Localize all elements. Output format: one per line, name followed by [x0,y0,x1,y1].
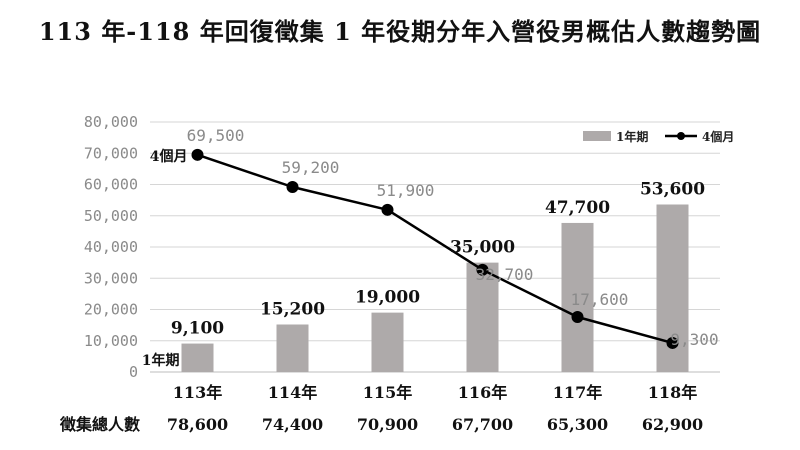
bar-value-label: 35,000 [450,238,515,258]
line-point [286,181,299,193]
label-layer: 9,100 15,200 19,000 35,000 47,700 53,600 69,50… [142,126,719,369]
totals-value: 62,900 [642,415,703,434]
totals-value: 70,900 [357,415,418,434]
line-value-label: 32,700 [476,265,534,284]
axis-layer: 0 10,000 20,000 30,000 40,000 50,000 60,000 70,… [59,113,720,434]
y-tick-label: 0 [129,363,138,381]
bar-value-label: 47,700 [545,198,610,218]
bar [181,343,214,372]
bar [276,324,309,372]
line-value-label: 69,500 [187,126,245,145]
bar-layer [181,204,689,372]
legend-line-marker [677,132,685,140]
totals-value: 67,700 [452,415,513,434]
line-series-path [197,153,673,345]
line-layer [191,148,679,349]
line-point [666,336,679,349]
line-value-label: 59,200 [282,158,340,177]
totals-value: 65,300 [547,415,608,434]
x-category-label: 114年 [268,383,317,402]
y-tick-label: 10,000 [84,332,138,350]
line-value-label: 17,600 [571,290,629,309]
line-value-label: 51,900 [377,181,435,200]
x-category-label: 117年 [553,383,602,402]
line-point [381,203,394,216]
bar [466,262,499,372]
bar-value-label: 19,000 [355,288,420,308]
x-category-label: 113年 [173,383,222,402]
y-tick-label: 60,000 [84,176,138,194]
bar-value-label: 15,200 [260,300,325,320]
y-tick-label: 20,000 [84,301,138,319]
bar [371,312,404,372]
y-tick-label: 70,000 [84,144,138,162]
legend-layer: 1年期 4個月 [583,129,734,144]
grid-layer [150,121,720,342]
totals-value: 78,600 [167,415,228,434]
legend-bar-label: 1年期 [616,129,648,144]
chart-title: 113 年-118 年回復徵集 1 年役期分年入營役男概估人數趨勢圖 [38,17,762,46]
bar-value-label: 53,600 [640,180,705,200]
x-category-label: 116年 [458,383,507,402]
legend-bar-swatch [583,131,611,141]
x-category-label: 118年 [648,383,697,402]
line-point [476,263,489,276]
y-tick-label: 30,000 [84,269,138,287]
y-tick-label: 80,000 [84,113,138,131]
series-tag-4-months: 4個月 [150,148,188,165]
totals-row-label: 徵集總人數 [59,415,140,434]
totals-value: 74,400 [262,415,323,434]
y-tick-label: 50,000 [84,207,138,225]
series-tag-1-year: 1年期 [142,352,180,369]
line-value-label: 9,300 [670,330,718,349]
legend-line-label: 4個月 [702,129,734,144]
x-category-label: 115年 [363,383,412,402]
line-point [191,148,204,161]
bar-value-label: 9,100 [171,319,224,339]
line-point [571,311,584,323]
bar [561,222,594,372]
y-tick-label: 40,000 [84,238,138,256]
